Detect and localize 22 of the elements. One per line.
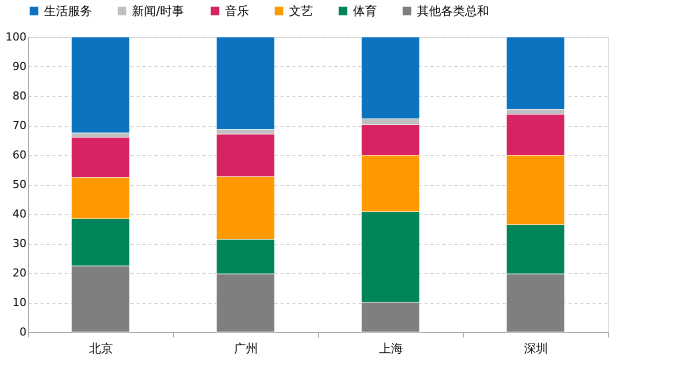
y-tick-label: 90 xyxy=(12,60,26,73)
y-tick-label: 40 xyxy=(12,208,26,220)
y-tick-label: 0 xyxy=(20,326,26,338)
y-tick-label: 60 xyxy=(12,148,26,162)
y-tick-label: 100 xyxy=(6,30,26,44)
legend-label: 文艺 xyxy=(289,4,313,18)
y-tick-label: 80 xyxy=(12,90,26,102)
x-tick-label: 广州 xyxy=(234,342,258,356)
legend-label: 体育 xyxy=(353,4,377,18)
x-tick-label: 北京 xyxy=(89,342,113,356)
legend-label: 生活服务 xyxy=(44,4,92,18)
y-tick-label: 10 xyxy=(12,296,26,309)
y-tick-label: 30 xyxy=(12,237,26,250)
y-tick-label: 50 xyxy=(12,178,26,191)
y-tick-label: 70 xyxy=(12,119,26,132)
legend-label: 新闻/时事 xyxy=(132,4,184,18)
y-tick-label: 20 xyxy=(12,266,26,280)
legend-label: 音乐 xyxy=(225,4,249,18)
bar xyxy=(71,36,130,134)
x-tick-label: 上海 xyxy=(379,342,403,356)
x-tick-label: 深圳 xyxy=(524,342,548,356)
legend-label: 其他各类总和 xyxy=(417,4,489,18)
